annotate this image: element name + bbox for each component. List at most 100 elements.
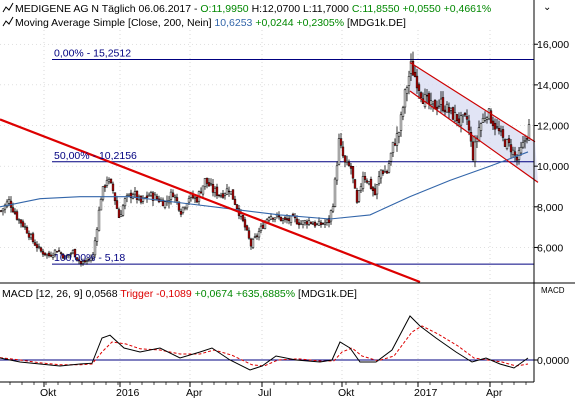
candle-body — [509, 144, 513, 153]
chevron-down-icon[interactable]: ⌄ — [543, 2, 551, 13]
candle-body — [453, 112, 457, 122]
candle-body — [497, 127, 501, 132]
candle-body — [35, 244, 39, 249]
candle-body — [175, 197, 179, 202]
chart-header: MEDIGENE AG N Täglich 06.06.2017 - O:11,… — [2, 2, 551, 29]
candle-body — [221, 193, 225, 198]
candle-body — [449, 107, 453, 111]
price-axis[interactable]: 6,000 8,000 10,000 12,000 14,000 16,000 — [533, 0, 569, 382]
moving-average-line — [0, 151, 529, 220]
candle-body — [499, 130, 503, 133]
candle-body — [313, 221, 317, 227]
candle-body — [359, 186, 363, 191]
candle-body — [401, 107, 405, 117]
candle-body — [415, 75, 419, 89]
candle-body — [323, 222, 327, 225]
fib-lines — [52, 58, 534, 265]
candle-body — [155, 196, 159, 200]
channel-upper-line[interactable] — [409, 62, 536, 143]
candle-body — [479, 123, 483, 131]
candle-body — [91, 254, 95, 259]
macd-value: 0,0568 — [85, 288, 117, 300]
candle-body — [371, 187, 375, 192]
candle-body — [503, 139, 507, 147]
candle-body — [321, 222, 325, 225]
candle-body — [337, 138, 341, 165]
macd-grid — [43, 290, 491, 380]
candle-body — [469, 132, 473, 142]
candle-body — [51, 255, 55, 258]
candle-body — [37, 246, 41, 248]
candle-body — [345, 160, 349, 163]
line-chart-icon — [2, 2, 14, 27]
candle-body — [77, 259, 81, 262]
macd-panel[interactable]: MACD [12, 26, 9] 0,0568 Trigger -0,1089 … — [0, 286, 569, 382]
price-tick-label-2: 10,000 — [537, 161, 569, 173]
candle-body — [231, 189, 235, 200]
price-tick-label-5: 16,000 — [537, 39, 569, 51]
candle-body — [311, 223, 315, 225]
candle-body — [55, 251, 59, 253]
candle-body — [203, 178, 207, 188]
candle-body — [39, 247, 43, 252]
candle-body — [97, 209, 101, 231]
candle-body — [27, 233, 31, 238]
candle-body — [519, 147, 523, 154]
candle-body — [33, 242, 37, 246]
candle-body — [419, 92, 423, 98]
candle-body — [495, 126, 499, 128]
candle-body — [81, 261, 85, 264]
candle-body — [363, 175, 367, 180]
candle-body — [283, 217, 287, 220]
candle-body — [47, 252, 51, 257]
macd-axis-label: MACD — [541, 286, 565, 295]
candle-body — [269, 216, 273, 220]
time-ticks: Okt 2016 Apr Jul Okt 2017 Apr — [9, 382, 527, 399]
time-axis[interactable]: Okt 2016 Apr Jul Okt 2017 Apr — [0, 381, 534, 399]
candle-body — [181, 206, 185, 213]
candle-body — [63, 255, 67, 260]
price-panel[interactable]: 0,00% - 15,2512 50,00% - 10,2156 100,00% -… — [0, 30, 539, 284]
candle-body — [147, 194, 151, 197]
ohlc-change-pct: +0,4661% — [444, 3, 492, 15]
macd-change-pct: +635,6885% — [236, 288, 295, 300]
candle-body — [411, 60, 415, 76]
candle-body — [41, 251, 45, 255]
candle-body — [317, 220, 321, 226]
time-tick-label-5: 2017 — [414, 387, 438, 399]
candle-body — [65, 255, 69, 258]
downtrend-line[interactable] — [0, 118, 421, 284]
candle-body — [177, 201, 181, 211]
candle-body — [347, 162, 351, 166]
candle-body — [433, 99, 437, 110]
candle-body — [207, 182, 211, 187]
candle-body — [501, 129, 505, 138]
candle-body — [279, 216, 283, 222]
candle-body — [445, 103, 449, 113]
candle-body — [99, 198, 103, 211]
candle-body — [417, 84, 421, 91]
candle-body — [139, 195, 143, 203]
candle-body — [209, 183, 213, 186]
candle-body — [373, 188, 377, 196]
candle-body — [243, 219, 247, 228]
candle-body — [349, 165, 353, 169]
candle-body — [375, 184, 379, 195]
candle-body — [109, 178, 113, 184]
macd-change: +0,0674 — [195, 288, 233, 300]
candle-body — [111, 183, 115, 191]
channel-lower-line[interactable] — [409, 90, 539, 183]
candle-body — [179, 210, 183, 215]
candle-body — [233, 198, 237, 205]
candle-body — [195, 196, 199, 203]
candle-body — [259, 225, 263, 231]
candle-body — [395, 133, 399, 146]
candle-body — [527, 124, 531, 141]
candle-body — [107, 179, 111, 182]
candle-body — [343, 155, 347, 163]
ma-symbol: [MDG1k.DE] — [347, 17, 406, 29]
candle-body — [447, 107, 451, 113]
candle-body — [205, 177, 209, 184]
ohlc-low: L:11,7000 — [303, 3, 349, 15]
